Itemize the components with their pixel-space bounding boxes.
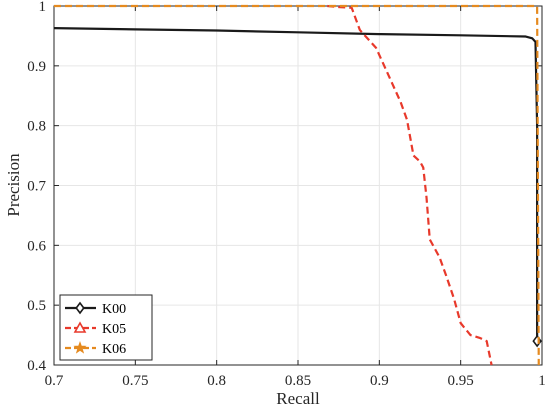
y-tick-label: 0.5	[27, 298, 46, 314]
legend-label-k06: K06	[102, 342, 126, 357]
y-tick-label: 0.4	[27, 358, 46, 374]
legend-box	[59, 294, 153, 361]
legend: K00 K05 K06	[59, 294, 153, 361]
y-axis-label: Precision	[4, 153, 23, 217]
legend-label-k05: K05	[102, 322, 126, 337]
series-marker-triangle	[73, 321, 87, 333]
y-tick-label: 0.7	[27, 179, 46, 195]
series-marker-diamond	[75, 301, 85, 315]
x-tick-label: 0.85	[285, 373, 311, 389]
series-line-k00	[53, 27, 539, 342]
y-tick-label: 1	[39, 0, 47, 15]
series-group	[53, 4, 542, 366]
axis-ticks: 0.7 0.75 0.8 0.85 0.9 0.95 1 0.4 0.5 0.6 0.7 0.8 0.9…	[27, 0, 546, 389]
x-axis-label: Recall	[276, 389, 320, 408]
x-tick-label: 0.8	[207, 373, 226, 389]
y-tick-label: 0.9	[27, 59, 46, 75]
x-tick-label: 1	[538, 373, 546, 389]
y-tick-label: 0.8	[27, 119, 46, 135]
x-tick-label: 0.9	[370, 373, 389, 389]
series-line-k05	[327, 4, 493, 366]
x-tick-label: 0.7	[45, 373, 64, 389]
grid	[54, 6, 542, 365]
x-tick-label: 0.95	[448, 373, 474, 389]
series-marker-star	[73, 341, 87, 354]
y-tick-label: 0.6	[27, 238, 46, 254]
legend-label-k00: K00	[102, 302, 126, 317]
x-tick-label: 0.75	[122, 373, 148, 389]
